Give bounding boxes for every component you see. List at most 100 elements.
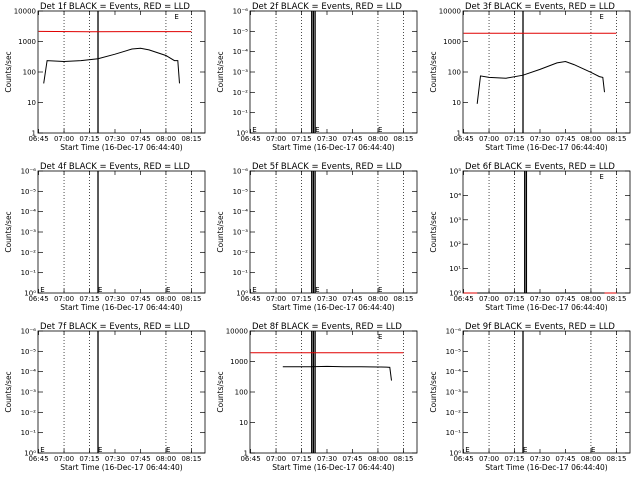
- x-tick-label: 07:15: [504, 455, 524, 463]
- y-tick-label: 10⁻⁵: [21, 188, 37, 196]
- y-tick-label: 1000: [443, 38, 461, 46]
- y-tick-label: 1000: [230, 358, 248, 366]
- y-tick-label: 10: [452, 99, 461, 107]
- y-axis-label: Counts/sec: [216, 51, 225, 92]
- y-axis-label: Counts/sec: [4, 51, 13, 92]
- x-tick-label: 07:45: [130, 135, 150, 143]
- chart-title: Det 8f BLACK = Events, RED = LLD: [252, 322, 402, 332]
- e-marker-label: E: [98, 446, 102, 454]
- e-marker-label: E: [599, 13, 603, 21]
- x-tick-label: 08:15: [606, 135, 626, 143]
- x-tick-label: 08:15: [606, 295, 626, 303]
- y-tick-label: 10⁻³: [233, 229, 249, 237]
- x-tick-label: 07:30: [105, 295, 125, 303]
- events-series-line: [43, 47, 180, 84]
- y-tick-label: 100: [448, 69, 461, 77]
- y-tick-label: 10⁴: [449, 192, 461, 200]
- x-tick-label: 06:45: [240, 135, 260, 143]
- x-tick-label: 07:30: [317, 295, 337, 303]
- x-tick-label: 07:45: [342, 295, 362, 303]
- x-axis-label: Start Time (16-Dec-17 06:44:40): [60, 463, 182, 472]
- y-tick-label: 10⁻²: [446, 409, 462, 417]
- x-tick-label: 08:00: [368, 455, 388, 463]
- y-tick-label: 10⁰: [24, 290, 36, 298]
- chart-title: Det 3f BLACK = Events, RED = LLD: [465, 2, 615, 12]
- plot-frame: [37, 10, 206, 134]
- x-tick-label: 07:00: [266, 295, 286, 303]
- y-tick-label: 10⁻⁴: [446, 368, 462, 376]
- y-tick-label: 10⁻⁵: [233, 28, 249, 36]
- y-tick-label: 10⁵: [449, 168, 461, 176]
- x-tick-label: 07:00: [54, 135, 74, 143]
- x-tick-label: 08:15: [181, 135, 201, 143]
- x-tick-label: 08:00: [581, 135, 601, 143]
- plot-frame: [462, 10, 631, 134]
- x-tick-label: 08:15: [393, 295, 413, 303]
- x-tick-label: 08:00: [156, 295, 176, 303]
- x-tick-label: 06:45: [240, 455, 260, 463]
- x-tick-label: 08:00: [581, 455, 601, 463]
- e-marker-label: E: [465, 446, 469, 454]
- x-tick-label: 07:45: [130, 455, 150, 463]
- x-tick-label: 07:15: [79, 135, 99, 143]
- x-tick-label: 08:15: [181, 295, 201, 303]
- x-tick-label: 07:15: [79, 455, 99, 463]
- x-tick-label: 07:45: [342, 455, 362, 463]
- chart-title: Det 1f BLACK = Events, RED = LLD: [40, 2, 190, 12]
- y-tick-label: 10⁰: [236, 290, 248, 298]
- chart-panel-7: Det 7f BLACK = Events, RED = LLD Counts/s…: [4, 322, 206, 472]
- chart-panel-9: Det 9f BLACK = Events, RED = LLD Counts/s…: [429, 322, 631, 472]
- x-tick-label: 08:00: [156, 455, 176, 463]
- e-marker-label: E: [166, 446, 170, 454]
- y-tick-label: 10: [239, 419, 248, 427]
- y-tick-label: 10⁰: [24, 450, 36, 458]
- y-tick-label: 10⁻⁴: [21, 208, 37, 216]
- chart-panel-8: Det 8f BLACK = Events, RED = LLD Counts/s…: [216, 322, 418, 472]
- y-tick-label: 10⁻²: [21, 249, 37, 257]
- x-axis-label: Start Time (16-Dec-17 06:44:40): [485, 463, 607, 472]
- x-tick-label: 07:30: [530, 295, 550, 303]
- plot-frame: [249, 330, 418, 454]
- x-tick-label: 06:45: [28, 135, 48, 143]
- y-tick-label: 10⁻³: [21, 389, 37, 397]
- x-tick-label: 08:15: [606, 455, 626, 463]
- y-tick-label: 10¹: [449, 265, 461, 273]
- y-tick-label: 10⁻²: [21, 409, 37, 417]
- e-marker-label: E: [166, 286, 170, 294]
- x-axis-label: Start Time (16-Dec-17 06:44:40): [272, 143, 394, 152]
- plot-frame: [462, 330, 631, 454]
- y-tick-label: 10⁻⁴: [21, 368, 37, 376]
- y-axis-label: Counts/sec: [216, 211, 225, 252]
- e-marker-label: E: [378, 126, 382, 134]
- x-tick-label: 07:00: [479, 295, 499, 303]
- x-tick-label: 07:30: [530, 135, 550, 143]
- x-tick-label: 08:15: [181, 455, 201, 463]
- y-axis-label: Counts/sec: [4, 371, 13, 412]
- x-axis-label: Start Time (16-Dec-17 06:44:40): [60, 303, 182, 312]
- x-axis-label: Start Time (16-Dec-17 06:44:40): [60, 143, 182, 152]
- y-tick-label: 10⁻⁶: [21, 168, 37, 176]
- y-tick-label: 10⁻³: [21, 229, 37, 237]
- e-marker-label: E: [252, 126, 256, 134]
- y-tick-label: 1: [244, 450, 248, 458]
- y-tick-label: 10: [27, 99, 36, 107]
- y-tick-label: 1: [457, 130, 461, 138]
- y-axis-label: Counts/sec: [429, 51, 438, 92]
- x-tick-label: 07:15: [291, 135, 311, 143]
- y-tick-label: 10⁻⁴: [233, 48, 249, 56]
- y-axis-label: Counts/sec: [216, 371, 225, 412]
- plot-frame: [37, 170, 206, 294]
- x-tick-label: 08:15: [393, 455, 413, 463]
- y-tick-label: 100: [235, 389, 248, 397]
- y-tick-label: 10⁻²: [233, 89, 249, 97]
- plot-frame: [249, 10, 418, 134]
- y-tick-label: 10⁰: [449, 290, 461, 298]
- x-tick-label: 07:30: [105, 455, 125, 463]
- chart-title: Det 2f BLACK = Events, RED = LLD: [252, 2, 402, 12]
- x-tick-label: 07:15: [291, 295, 311, 303]
- x-axis-label: Start Time (16-Dec-17 06:44:40): [485, 303, 607, 312]
- x-tick-label: 06:45: [28, 295, 48, 303]
- x-tick-label: 07:30: [317, 455, 337, 463]
- x-tick-label: 06:45: [453, 295, 473, 303]
